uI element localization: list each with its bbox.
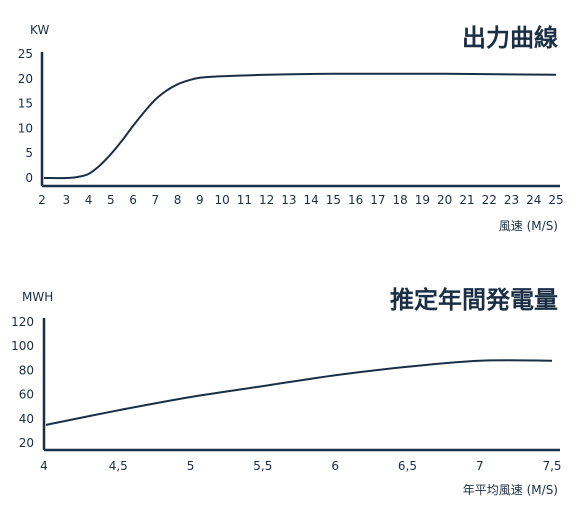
x-tick-label: 25 [548,193,563,207]
y-axis-label: MWH [22,290,53,304]
x-tick-label: 4 [85,193,93,207]
y-tick-labels: 20 40 60 80 100 120 [11,315,34,450]
power-curve-line [43,72,557,180]
x-tick-label: 16 [348,193,363,207]
x-tick-label: 13 [281,193,296,207]
y-tick-label: 25 [18,47,33,61]
chart-title: 推定年間発電量 [390,286,558,314]
x-tick-labels: 4 4,5 5 5,5 6 6,5 7 7,5 [40,459,561,473]
y-tick-label: 20 [18,72,33,86]
x-tick-label: 4,5 [109,459,128,473]
y-tick-label: 15 [18,97,33,111]
y-tick-labels: 0 5 10 15 20 25 [18,47,33,185]
x-tick-label: 2 [38,193,46,207]
x-tick-labels: 2 3 4 5 6 7 8 9 10 11 12 13 14 15 16 17 18 19 20 21 22 23 24 25 [38,193,563,207]
x-tick-label: 6,5 [398,459,417,473]
y-tick-label: 60 [19,388,34,402]
x-tick-label: 4 [40,459,48,473]
y-tick-label: 80 [19,363,34,377]
x-tick-label: 15 [326,193,341,207]
x-tick-label: 7,5 [542,459,561,473]
x-axis-label: 風速 (M/S) [499,219,558,233]
y-tick-label: 40 [19,412,34,426]
x-tick-label: 11 [237,193,252,207]
x-tick-label: 19 [415,193,430,207]
y-axis-label: KW [30,23,49,37]
x-tick-label: 20 [437,193,452,207]
x-tick-label: 14 [303,193,318,207]
x-tick-label: 12 [259,193,274,207]
x-tick-label: 7 [476,459,484,473]
y-tick-label: 10 [18,121,33,135]
y-tick-label: 5 [25,146,33,160]
x-tick-label: 17 [370,193,385,207]
x-tick-label: 23 [504,193,519,207]
chart-title: 出力曲線 [462,24,558,52]
annual-energy-chart: 推定年間発電量 MWH 年平均風速 (M/S) 20 40 60 80 100 120 4… [11,286,561,497]
x-tick-label: 22 [482,193,497,207]
y-tick-label: 0 [25,171,33,185]
x-tick-label: 6 [331,459,339,473]
y-tick-label: 120 [11,315,34,329]
x-tick-label: 5 [187,459,195,473]
y-tick-label: 100 [11,339,34,353]
x-tick-label: 3 [62,193,70,207]
x-tick-label: 8 [174,193,182,207]
x-tick-label: 6 [129,193,137,207]
x-tick-label: 21 [459,193,474,207]
x-tick-label: 5,5 [253,459,272,473]
x-axis-label: 年平均風速 (M/S) [463,483,558,497]
annual-energy-line [45,359,553,426]
x-tick-label: 10 [214,193,229,207]
x-tick-label: 24 [526,193,541,207]
x-tick-label: 18 [393,193,408,207]
x-tick-label: 5 [107,193,115,207]
y-tick-label: 20 [19,436,34,450]
x-tick-label: 9 [196,193,204,207]
x-tick-label: 7 [151,193,159,207]
